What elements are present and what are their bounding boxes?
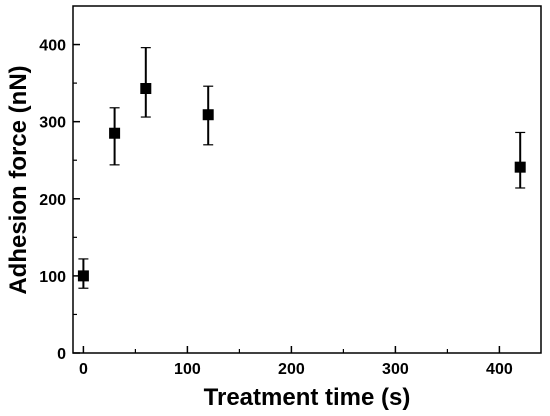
- data-point-marker: [140, 83, 152, 95]
- x-axis-ticks: 0 100 200 300 400: [79, 346, 513, 378]
- x-tick-label: 0: [79, 361, 88, 378]
- x-tick-label: 400: [486, 361, 513, 378]
- y-axis-ticks: 0 100 200 300 400: [39, 38, 80, 363]
- x-tick-label: 200: [278, 361, 305, 378]
- y-tick-label: 300: [39, 115, 66, 132]
- data-point-marker: [77, 270, 89, 282]
- data-point-marker: [514, 161, 526, 173]
- y-tick-label: 200: [39, 192, 66, 209]
- data-points: [77, 47, 526, 289]
- data-point-marker: [109, 127, 121, 139]
- data-point-marker: [202, 109, 214, 121]
- x-tick-label: 300: [382, 361, 409, 378]
- y-axis-title: Adhesion force (nN): [5, 65, 32, 294]
- x-tick-label: 100: [174, 361, 201, 378]
- x-axis-title: Treatment time (s): [204, 384, 411, 411]
- plot-frame: [72, 5, 542, 354]
- y-tick-label: 100: [39, 269, 66, 286]
- y-tick-label: 0: [57, 346, 66, 363]
- y-tick-label: 400: [39, 38, 66, 55]
